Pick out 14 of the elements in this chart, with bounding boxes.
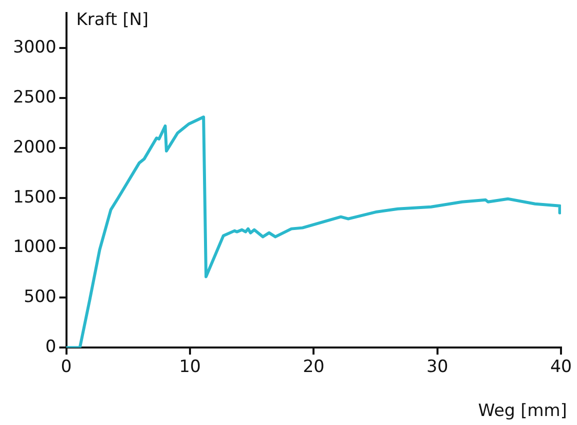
y-tick-label: 1000	[13, 237, 56, 258]
y-tick-label: 0	[45, 337, 56, 358]
x-tick-label: 20	[302, 357, 324, 378]
y-axis-title: Kraft [N]	[76, 10, 149, 30]
y-tick-label: 500	[24, 287, 56, 308]
x-axis-title: Weg [mm]	[478, 400, 567, 421]
y-tick-label: 3000	[13, 38, 56, 58]
y-tick-label: 2500	[13, 87, 56, 108]
x-tick-label: 40	[550, 357, 572, 378]
x-tick-label: 30	[426, 357, 448, 378]
x-tick-label: 10	[179, 357, 201, 378]
x-tick-label: 0	[60, 357, 72, 378]
y-tick-label: 2000	[13, 137, 56, 158]
y-tick-label: 1500	[13, 187, 56, 208]
